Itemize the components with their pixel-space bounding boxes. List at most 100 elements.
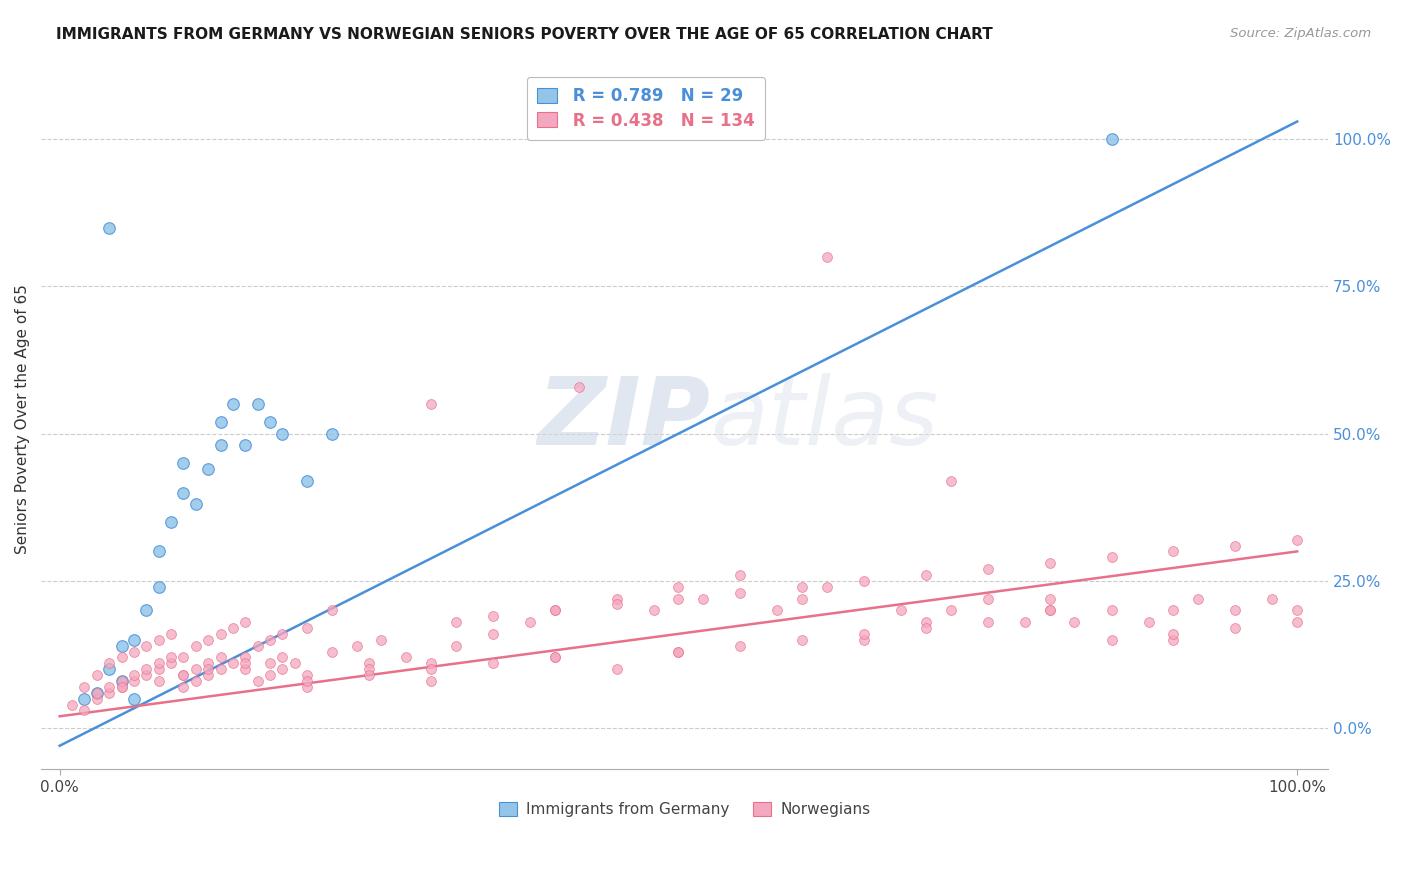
- Point: [643, 603, 665, 617]
- Point: [1163, 627, 1185, 641]
- Point: [730, 639, 752, 653]
- Point: [122, 668, 145, 682]
- Point: [86, 686, 108, 700]
- Point: [233, 438, 256, 452]
- Point: [792, 591, 814, 606]
- Point: [246, 397, 269, 411]
- Point: [815, 580, 838, 594]
- Point: [197, 668, 219, 682]
- Point: [110, 673, 132, 688]
- Point: [184, 662, 207, 676]
- Point: [1286, 603, 1309, 617]
- Point: [209, 627, 232, 641]
- Point: [692, 591, 714, 606]
- Point: [1137, 615, 1160, 629]
- Point: [853, 627, 876, 641]
- Point: [1286, 533, 1309, 547]
- Point: [1101, 632, 1123, 647]
- Point: [122, 644, 145, 658]
- Point: [197, 657, 219, 671]
- Point: [246, 639, 269, 653]
- Point: [233, 657, 256, 671]
- Point: [482, 657, 505, 671]
- Point: [346, 639, 368, 653]
- Point: [60, 698, 83, 712]
- Point: [122, 691, 145, 706]
- Point: [1225, 603, 1247, 617]
- Point: [321, 426, 343, 441]
- Point: [766, 603, 789, 617]
- Y-axis label: Seniors Poverty Over the Age of 65: Seniors Poverty Over the Age of 65: [15, 284, 30, 554]
- Point: [209, 650, 232, 665]
- Point: [1014, 615, 1036, 629]
- Point: [295, 668, 318, 682]
- Point: [197, 632, 219, 647]
- Point: [1163, 544, 1185, 558]
- Point: [209, 438, 232, 452]
- Point: [1101, 603, 1123, 617]
- Point: [1039, 591, 1062, 606]
- Point: [357, 668, 380, 682]
- Point: [544, 650, 567, 665]
- Point: [197, 462, 219, 476]
- Point: [98, 220, 121, 235]
- Point: [1101, 550, 1123, 565]
- Point: [519, 615, 541, 629]
- Point: [271, 650, 294, 665]
- Point: [482, 609, 505, 624]
- Point: [815, 250, 838, 264]
- Point: [568, 379, 591, 393]
- Point: [110, 673, 132, 688]
- Point: [233, 662, 256, 676]
- Point: [284, 657, 307, 671]
- Point: [939, 474, 962, 488]
- Point: [668, 644, 690, 658]
- Point: [148, 632, 170, 647]
- Point: [135, 603, 157, 617]
- Point: [98, 686, 121, 700]
- Point: [98, 662, 121, 676]
- Point: [172, 668, 194, 682]
- Point: [939, 603, 962, 617]
- Point: [1163, 632, 1185, 647]
- Point: [86, 686, 108, 700]
- Point: [222, 397, 245, 411]
- Point: [233, 650, 256, 665]
- Point: [1225, 621, 1247, 635]
- Point: [606, 591, 628, 606]
- Point: [977, 591, 1000, 606]
- Point: [160, 515, 183, 529]
- Point: [730, 568, 752, 582]
- Point: [606, 598, 628, 612]
- Point: [184, 497, 207, 511]
- Point: [1261, 591, 1284, 606]
- Point: [148, 580, 170, 594]
- Point: [295, 680, 318, 694]
- Point: [160, 657, 183, 671]
- Point: [668, 591, 690, 606]
- Point: [184, 673, 207, 688]
- Text: IMMIGRANTS FROM GERMANY VS NORWEGIAN SENIORS POVERTY OVER THE AGE OF 65 CORRELAT: IMMIGRANTS FROM GERMANY VS NORWEGIAN SEN…: [56, 27, 993, 42]
- Text: atlas: atlas: [710, 374, 939, 465]
- Point: [122, 632, 145, 647]
- Point: [110, 680, 132, 694]
- Point: [295, 621, 318, 635]
- Point: [271, 426, 294, 441]
- Point: [1225, 539, 1247, 553]
- Point: [259, 657, 281, 671]
- Point: [148, 544, 170, 558]
- Point: [295, 673, 318, 688]
- Point: [395, 650, 418, 665]
- Point: [122, 673, 145, 688]
- Point: [357, 662, 380, 676]
- Point: [222, 621, 245, 635]
- Point: [1163, 603, 1185, 617]
- Point: [915, 621, 938, 635]
- Point: [544, 603, 567, 617]
- Point: [606, 662, 628, 676]
- Point: [792, 632, 814, 647]
- Point: [271, 627, 294, 641]
- Point: [98, 680, 121, 694]
- Point: [1039, 603, 1062, 617]
- Point: [148, 673, 170, 688]
